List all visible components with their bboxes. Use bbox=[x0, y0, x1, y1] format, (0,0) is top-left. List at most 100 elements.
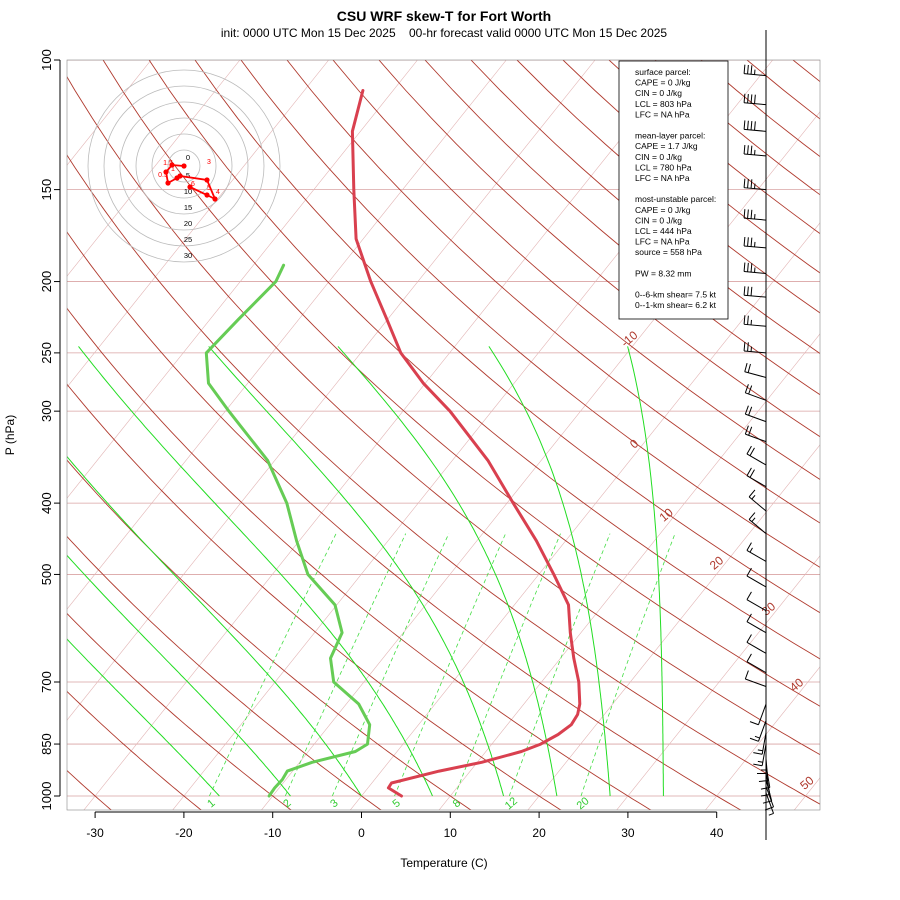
wind-barb-flag bbox=[744, 405, 749, 415]
wind-barb-flag bbox=[747, 237, 749, 247]
wind-barb-flag bbox=[764, 806, 774, 811]
x-tick-label: 0 bbox=[358, 826, 365, 840]
info-line: 0--6-km shear= 7.5 kt bbox=[635, 290, 717, 300]
isotherm-line bbox=[67, 60, 507, 610]
wind-barb bbox=[743, 144, 767, 157]
info-line: CIN = 0 J/kg bbox=[635, 215, 682, 225]
info-line: LCL = 780 hPa bbox=[635, 162, 692, 172]
info-line: CAPE = 1.7 J/kg bbox=[635, 141, 698, 151]
wind-barb-flag bbox=[753, 763, 763, 767]
wind-barb-flag bbox=[748, 406, 753, 416]
wind-barb-flag bbox=[762, 800, 772, 804]
wind-barb bbox=[744, 670, 767, 687]
wind-barb-flag bbox=[747, 342, 749, 352]
wind-barb bbox=[746, 567, 767, 588]
hodograph-ring-label: 30 bbox=[184, 251, 192, 260]
wind-barb-flag bbox=[748, 489, 756, 498]
wind-barb-half-flag bbox=[751, 494, 756, 500]
hodograph-ring-label: 0 bbox=[186, 153, 190, 162]
hodograph-point-label: 6 bbox=[191, 181, 195, 188]
wind-barb-flag bbox=[743, 341, 746, 352]
hodograph-ring bbox=[87, 69, 281, 263]
info-line: source = 558 hPa bbox=[635, 247, 702, 257]
hodograph-point bbox=[165, 180, 171, 186]
y-tick-label: 300 bbox=[39, 400, 54, 422]
wind-barb bbox=[749, 703, 767, 726]
wind-barb-staff bbox=[758, 703, 767, 725]
mixing-ratio-line bbox=[209, 533, 337, 797]
wind-barb bbox=[743, 236, 767, 249]
dry-adiabat-line bbox=[67, 383, 562, 810]
wind-barb bbox=[744, 405, 767, 423]
wind-barb bbox=[762, 779, 773, 804]
wind-barb-staff bbox=[744, 294, 767, 298]
wind-barb bbox=[748, 489, 767, 512]
wind-barb-flag bbox=[743, 286, 746, 296]
wind-barb-flag bbox=[750, 65, 753, 75]
wind-barb bbox=[753, 732, 767, 755]
wind-barb-staff bbox=[746, 661, 767, 674]
mixing-ratio-line bbox=[394, 533, 506, 797]
wind-barb-flag bbox=[750, 209, 753, 219]
parcel-info-box: surface parcel: CAPE = 0 J/kg CIN = 0 J/kg… bbox=[618, 60, 729, 320]
hodograph-point bbox=[169, 162, 175, 168]
dry-adiabat-line bbox=[67, 690, 202, 810]
hodograph-ring-label: 10 bbox=[184, 187, 192, 196]
wind-barb bbox=[743, 64, 767, 77]
dry-adiabat-line bbox=[700, 60, 820, 158]
wind-barb-column bbox=[743, 30, 774, 840]
wind-barb bbox=[748, 512, 767, 534]
wind-barb-flag bbox=[747, 315, 749, 325]
wind-barb-flag bbox=[746, 653, 752, 662]
hodograph-ring-label: 20 bbox=[184, 219, 192, 228]
wind-barb-half-flag bbox=[757, 760, 763, 763]
wind-barb-flag bbox=[747, 209, 749, 219]
isobar-lines bbox=[67, 60, 820, 797]
wind-barb-staff bbox=[746, 575, 767, 588]
dry-adiabat-line bbox=[67, 154, 820, 805]
y-tick-label: 850 bbox=[39, 733, 54, 755]
mixing-ratio-line bbox=[331, 533, 450, 797]
wind-barb-staff bbox=[746, 621, 767, 634]
wind-barb bbox=[743, 286, 767, 298]
dry-adiabat-line bbox=[102, 60, 820, 707]
wind-barb bbox=[746, 613, 767, 634]
wind-barb-flag bbox=[749, 737, 759, 742]
moist-adiabat-line bbox=[67, 455, 362, 797]
wind-barb-flag bbox=[746, 613, 752, 622]
isotherm-line bbox=[67, 60, 596, 721]
wind-barb-staff bbox=[745, 678, 767, 687]
wind-barb-flag bbox=[743, 93, 746, 103]
wind-barb-staff bbox=[765, 792, 774, 814]
info-line: surface parcel: bbox=[635, 67, 691, 77]
hodograph-ring bbox=[103, 85, 265, 247]
y-tick-label: 100 bbox=[39, 49, 54, 71]
info-line: CIN = 0 J/kg bbox=[635, 152, 682, 162]
wind-barb-flag bbox=[744, 670, 749, 680]
moist-adiabat-line bbox=[67, 638, 220, 797]
x-tick-label: 40 bbox=[710, 826, 724, 840]
mixing-ratio-label: 5 bbox=[390, 797, 402, 810]
moist-adiabat-line bbox=[78, 346, 433, 797]
wind-barb bbox=[743, 315, 767, 327]
plot-area bbox=[67, 60, 820, 810]
info-line: LFC = NA hPa bbox=[635, 237, 690, 247]
dry-adiabat-line bbox=[148, 60, 820, 660]
moist-adiabat-line bbox=[488, 346, 611, 797]
hodograph-point bbox=[212, 196, 218, 202]
x-tick-label: -30 bbox=[86, 826, 104, 840]
wind-barb-flag bbox=[754, 94, 756, 104]
isotherm-line bbox=[67, 60, 152, 166]
dry-adiabat-line bbox=[332, 60, 820, 480]
info-box-frame bbox=[618, 60, 729, 320]
mixing-ratio-line bbox=[508, 533, 611, 797]
hodograph-point-label: 4 bbox=[216, 189, 220, 196]
hodograph-point bbox=[163, 169, 169, 175]
info-line: 0--1-km shear= 6.2 kt bbox=[635, 300, 717, 310]
wind-barb-flag bbox=[747, 363, 751, 373]
wind-barb-flag bbox=[749, 469, 755, 478]
wind-barb bbox=[765, 792, 774, 816]
wind-barb-flag bbox=[750, 121, 753, 131]
dry-adiabat-line bbox=[378, 60, 820, 438]
wind-barb bbox=[743, 178, 767, 191]
